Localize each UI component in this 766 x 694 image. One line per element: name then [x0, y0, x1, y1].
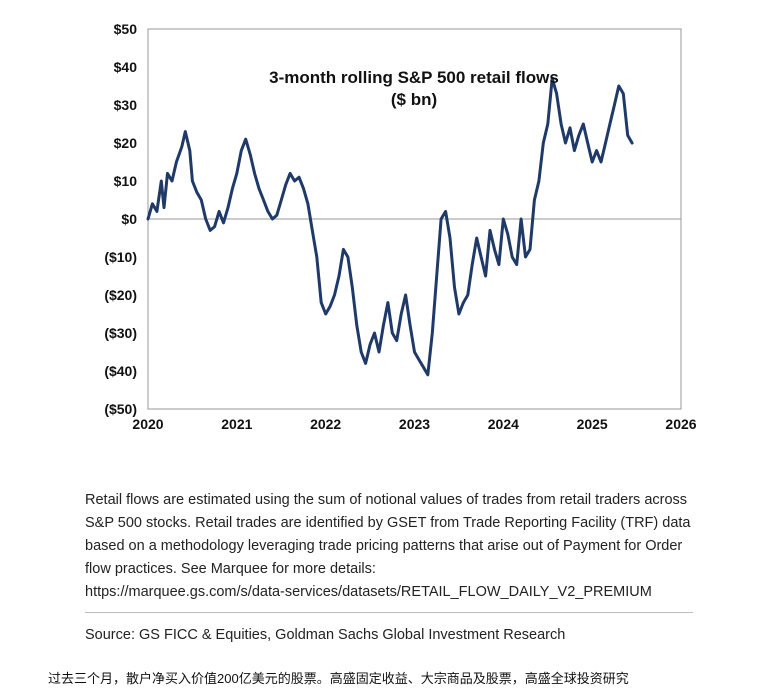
note-line: Retail flows are estimated using the sum… [85, 492, 688, 508]
x-tick-label: 2020 [132, 416, 163, 432]
retail-flows-chart: $50 $40 $30 $20 $10 $0 ($10) ($20) ($30) ($40) ($5… [104, 21, 696, 432]
y-tick-label: $40 [114, 59, 138, 75]
chart-subtitle: ($ bn) [391, 90, 437, 109]
y-tick-label: ($10) [104, 249, 137, 265]
retail-flow-line [146, 76, 634, 377]
chart-title: 3-month rolling S&P 500 retail flows [269, 68, 559, 87]
y-tick-label: ($50) [104, 401, 137, 417]
divider [85, 612, 693, 613]
note-line: based on a methodology leveraging trade … [85, 538, 683, 554]
note-url: https://marquee.gs.com/s/data-services/d… [85, 584, 652, 600]
x-tick-label: 2026 [665, 416, 696, 432]
y-tick-label: ($30) [104, 325, 137, 341]
x-tick-label: 2024 [488, 416, 519, 432]
y-tick-label: $10 [114, 173, 138, 189]
source-text: Source: GS FICC & Equities, Goldman Sach… [85, 627, 566, 643]
y-tick-label: ($40) [104, 363, 137, 379]
y-tick-label: $30 [114, 97, 138, 113]
y-tick-label: $0 [121, 211, 137, 227]
x-tick-label: 2022 [310, 416, 341, 432]
methodology-note: Retail flows are estimated using the sum… [85, 489, 695, 604]
x-axis-ticks: 2020 2021 2022 2023 2024 2025 2026 [132, 416, 696, 432]
y-axis-ticks: $50 $40 $30 $20 $10 $0 ($10) ($20) ($30) ($40) ($5… [104, 21, 137, 417]
x-tick-label: 2023 [399, 416, 430, 432]
caption-text: 过去三个月，散户净买入价值200亿美元的股票。高盛固定收益、大宗商品及股票，高盛… [48, 671, 629, 686]
y-tick-label: $50 [114, 21, 138, 37]
y-tick-label: $20 [114, 135, 138, 151]
y-tick-label: ($20) [104, 287, 137, 303]
note-line: S&P 500 stocks. Retail trades are identi… [85, 515, 691, 531]
note-line: flow practices. See Marquee for more det… [85, 561, 376, 577]
x-tick-label: 2021 [221, 416, 252, 432]
x-tick-label: 2025 [577, 416, 608, 432]
